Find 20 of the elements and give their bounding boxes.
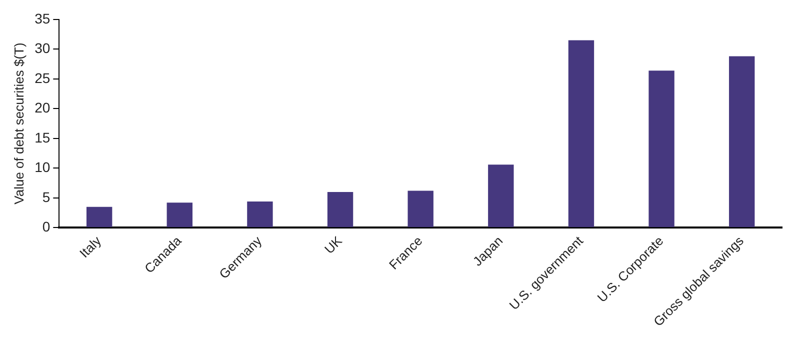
x-tick-label: UK xyxy=(322,232,346,257)
bar xyxy=(86,206,112,228)
bar xyxy=(488,164,514,228)
y-tick-label: 0 xyxy=(42,218,50,235)
bar xyxy=(568,40,594,228)
bar xyxy=(166,202,192,228)
y-tick-label: 5 xyxy=(42,188,50,205)
y-tick-label: 15 xyxy=(34,129,50,146)
y-tick-label: 30 xyxy=(34,40,50,56)
bar xyxy=(648,70,674,228)
bar xyxy=(247,201,273,228)
bar xyxy=(728,56,755,228)
y-axis-title: Value of debt securities $(T) xyxy=(11,42,26,204)
y-tick-label: 35 xyxy=(34,10,50,26)
y-tick-label: 25 xyxy=(34,70,50,86)
y-tick-label: 10 xyxy=(34,159,50,176)
bar xyxy=(327,192,354,228)
y-tick-label: 20 xyxy=(34,100,50,116)
bar xyxy=(408,190,434,228)
x-tick-label: Italy xyxy=(76,232,104,261)
